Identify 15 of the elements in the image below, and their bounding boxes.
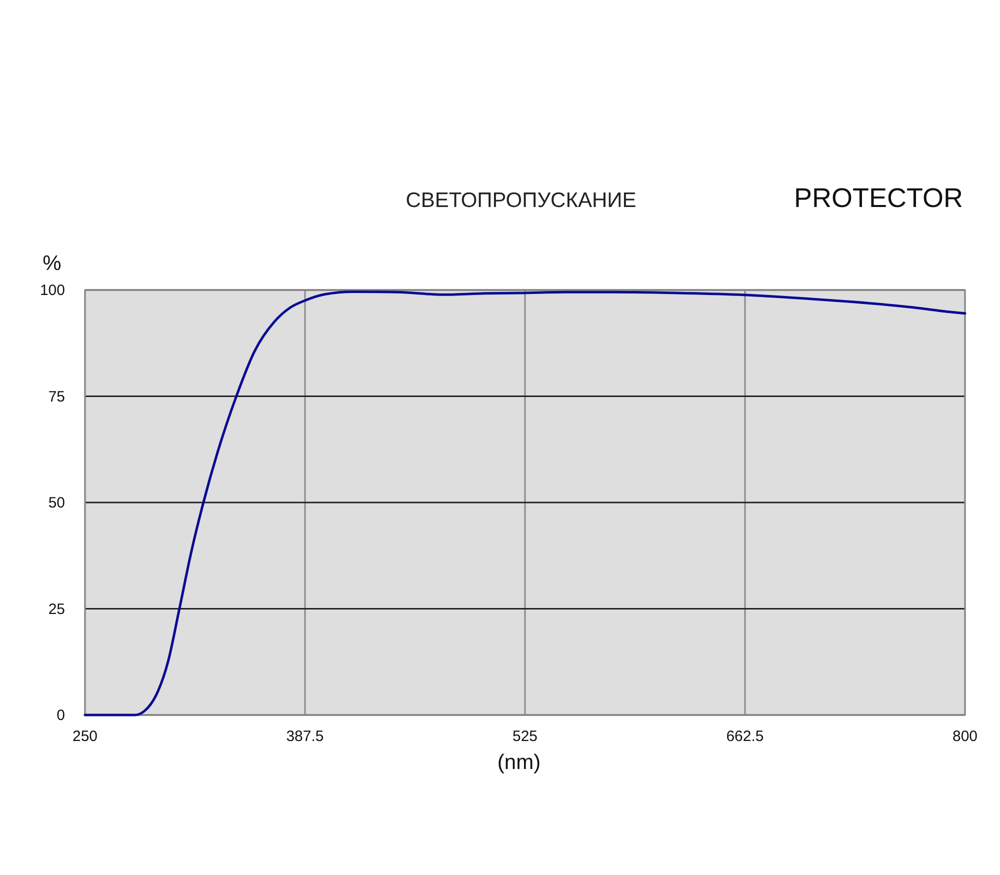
y-tick-label: 75 <box>48 388 65 406</box>
chart-subtitle: PROTECTOR <box>794 183 963 213</box>
y-tick-label: 50 <box>48 494 65 512</box>
chart-title: СВЕТОПРОПУСКАНИЕ <box>406 189 636 212</box>
x-tick-label: 525 <box>512 728 538 745</box>
x-tick-label: 250 <box>72 728 98 745</box>
y-tick-label: 100 <box>40 282 65 299</box>
x-axis-title: (nm) <box>497 751 541 774</box>
line-series <box>84 290 966 716</box>
x-tick-label: 800 <box>952 728 978 745</box>
y-tick-label: 0 <box>56 707 65 724</box>
x-tick-label: 662.5 <box>726 728 764 745</box>
y-tick-label: 25 <box>48 600 65 618</box>
y-axis-title: % <box>42 252 62 275</box>
x-tick-label: 387.5 <box>286 728 324 745</box>
